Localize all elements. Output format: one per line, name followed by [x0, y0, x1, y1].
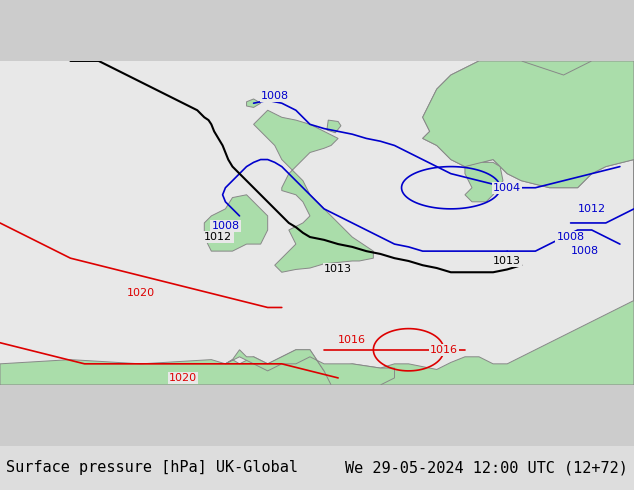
Text: 1012: 1012	[578, 204, 606, 214]
Polygon shape	[226, 350, 394, 385]
Text: 1004: 1004	[493, 183, 521, 193]
Polygon shape	[465, 162, 503, 202]
Text: 1008: 1008	[211, 221, 240, 231]
Polygon shape	[423, 61, 634, 188]
Text: We 29-05-2024 12:00 UTC (12+72): We 29-05-2024 12:00 UTC (12+72)	[345, 461, 628, 475]
Text: 1013: 1013	[324, 265, 352, 274]
Text: 1008: 1008	[557, 232, 585, 242]
Polygon shape	[254, 110, 373, 272]
Polygon shape	[327, 120, 341, 133]
Polygon shape	[204, 195, 268, 251]
Text: Surface pressure [hPa] UK-Global: Surface pressure [hPa] UK-Global	[6, 461, 299, 475]
Text: 1008: 1008	[571, 246, 598, 256]
Polygon shape	[247, 99, 261, 107]
Text: 1020: 1020	[127, 289, 155, 298]
Text: 1008: 1008	[261, 91, 289, 101]
Text: 1016: 1016	[338, 335, 366, 345]
Text: 1013: 1013	[493, 256, 521, 266]
Text: 1016: 1016	[430, 345, 458, 355]
Text: 1012: 1012	[204, 232, 233, 242]
Text: 1020: 1020	[169, 373, 197, 383]
Polygon shape	[0, 61, 634, 385]
